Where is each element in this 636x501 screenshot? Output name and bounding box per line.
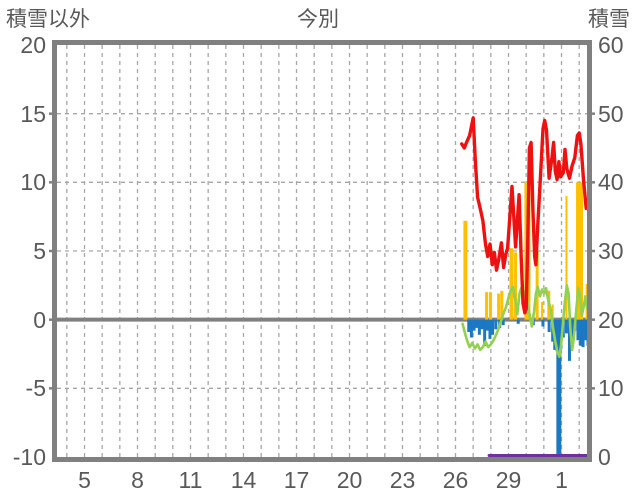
right-axis-tick-label: 10 <box>598 375 624 402</box>
bar-yellow-bars <box>488 292 492 320</box>
x-axis-tick-label: 29 <box>495 467 522 493</box>
left-axis-tick-label: 5 <box>33 238 46 264</box>
bar-blue-bars <box>469 319 473 338</box>
left-axis-tick-label: -10 <box>12 444 46 470</box>
bar-yellow-bars <box>565 196 568 320</box>
bar-blue-bars <box>581 319 585 348</box>
x-axis-tick-label: 11 <box>178 467 203 493</box>
bar-yellow-bars <box>541 301 544 320</box>
bar-yellow-bars <box>551 304 554 320</box>
x-axis-tick-label: 5 <box>78 467 91 493</box>
left-axis-tick-label: 10 <box>20 169 46 196</box>
bar-blue-bars <box>477 319 481 335</box>
bar-blue-bars <box>485 319 489 331</box>
x-axis-tick-label: 17 <box>283 467 310 493</box>
bar-blue-bars <box>584 319 587 341</box>
bar-blue-bars <box>501 319 505 326</box>
plot-border <box>52 40 592 462</box>
x-axis-tick-label: 26 <box>442 467 469 493</box>
bar-blue-bars <box>472 319 476 331</box>
bar-blue-bars <box>541 319 545 327</box>
x-axis-tick-label: 1 <box>555 467 568 493</box>
right-axis-tick-label: 60 <box>598 32 624 58</box>
bar-yellow-bars <box>485 292 489 320</box>
left-axis-tick-label: 20 <box>20 32 46 58</box>
bar-blue-bars <box>488 319 492 339</box>
bar-blue-bars <box>570 319 574 338</box>
bar-blue-bars <box>556 319 562 455</box>
series-red-line <box>460 116 587 315</box>
bar-blue-bars <box>564 319 568 334</box>
x-axis-tick-label: 23 <box>389 467 416 493</box>
left-axis-tick-label: 0 <box>33 306 46 333</box>
x-axis-tick-label: 20 <box>336 467 363 493</box>
right-axis-tick-label: 40 <box>598 169 624 196</box>
series-green-line <box>461 283 587 359</box>
bar-blue-bars <box>576 319 580 341</box>
bar-blue-bars <box>516 319 520 324</box>
right-axis-tick-label: 30 <box>598 238 624 264</box>
bar-blue-bars <box>567 319 571 361</box>
bar-blue-bars <box>467 319 471 333</box>
bar-yellow-bars <box>576 182 584 320</box>
series-blue-bars <box>467 319 587 455</box>
bar-yellow-bars <box>463 220 468 320</box>
bar-blue-bars <box>579 319 583 346</box>
right-axis-title: 積雪 <box>588 8 630 31</box>
bar-yellow-bars <box>509 248 514 320</box>
left-axis-tick-label: 15 <box>20 100 46 127</box>
bar-blue-bars <box>480 319 484 330</box>
x-axis-tick-label: 14 <box>230 467 257 493</box>
bar-yellow-bars <box>500 290 504 320</box>
right-axis-tick-label: 20 <box>598 306 624 333</box>
bar-yellow-bars <box>497 293 501 320</box>
bar-blue-bars <box>475 319 479 328</box>
x-axis-tick-label: 8 <box>131 467 144 493</box>
bar-blue-bars <box>547 319 551 333</box>
left-axis-tick-label: -5 <box>25 375 46 402</box>
bar-blue-bars <box>491 319 495 335</box>
bar-blue-bars <box>494 319 498 330</box>
bar-blue-bars <box>586 319 587 346</box>
chart-title: 今別 <box>297 8 339 31</box>
right-axis-tick-label: 50 <box>598 100 624 127</box>
bar-blue-bars <box>483 319 487 346</box>
bar-yellow-bars <box>514 252 518 320</box>
left-axis-title: 積雪以外 <box>6 8 90 31</box>
right-axis-tick-label: 0 <box>598 444 611 470</box>
bar-yellow-bars <box>535 251 539 320</box>
